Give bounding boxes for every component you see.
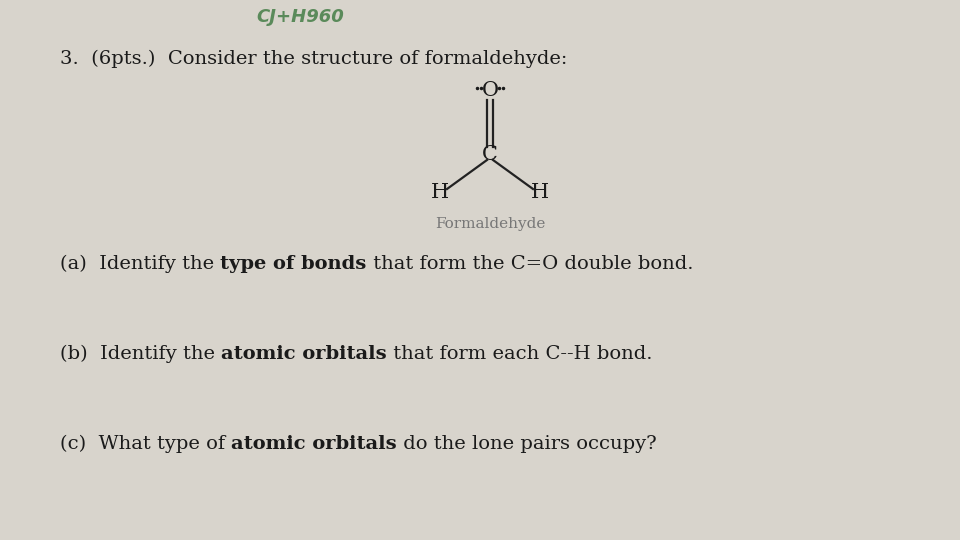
Text: that form each C--H bond.: that form each C--H bond. xyxy=(387,345,653,363)
Text: (a)  Identify the: (a) Identify the xyxy=(60,255,221,273)
Text: Formaldehyde: Formaldehyde xyxy=(435,217,545,231)
Text: C: C xyxy=(482,145,498,165)
Text: 3.  (6pts.)  Consider the structure of formaldehyde:: 3. (6pts.) Consider the structure of for… xyxy=(60,50,567,68)
Text: that form the C=O double bond.: that form the C=O double bond. xyxy=(367,255,693,273)
Text: H: H xyxy=(531,184,549,202)
Text: type of bonds: type of bonds xyxy=(221,255,367,273)
Text: atomic orbitals: atomic orbitals xyxy=(231,435,397,453)
Text: H: H xyxy=(431,184,449,202)
Text: O: O xyxy=(482,80,498,99)
Text: (c)  What type of: (c) What type of xyxy=(60,435,231,453)
Text: do the lone pairs occupy?: do the lone pairs occupy? xyxy=(397,435,657,453)
Text: atomic orbitals: atomic orbitals xyxy=(221,345,387,363)
Text: (b)  Identify the: (b) Identify the xyxy=(60,345,221,363)
Text: CJ+H960: CJ+H960 xyxy=(256,8,344,26)
